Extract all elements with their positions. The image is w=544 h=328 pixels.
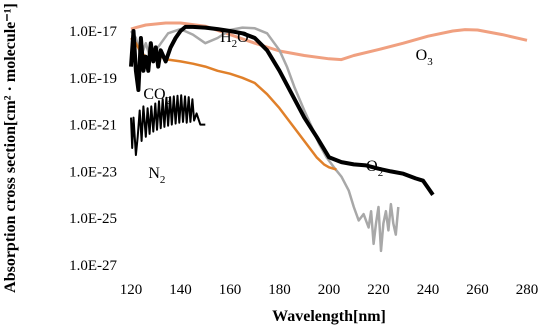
y-tick-label: 1.0E-17 (69, 24, 117, 40)
x-tick-label: 180 (268, 282, 291, 298)
x-tick-label: 220 (367, 282, 390, 298)
series-label-n2: N2 (148, 165, 165, 186)
y-tick-label: 1.0E-27 (69, 258, 117, 274)
x-axis-title: Wavelength[nm] (272, 308, 386, 325)
x-tick-label: 280 (516, 282, 539, 298)
series-label-co2: CO2 (143, 86, 171, 107)
x-tick-labels: 120 140 160 180 200 220 240 260 280 (120, 282, 539, 298)
x-tick-label: 140 (169, 282, 192, 298)
y-tick-label: 1.0E-21 (69, 118, 117, 134)
series-line-o3 (130, 21, 528, 62)
x-tick-label: 120 (120, 282, 143, 298)
x-tick-label: 200 (318, 282, 341, 298)
y-tick-labels: 1.0E-17 1.0E-19 1.0E-21 1.0E-23 1.0E-25 1.0E-… (69, 24, 117, 274)
y-tick-label: 1.0E-23 (69, 164, 117, 180)
series-labels: O3 H2O CO2 O2 N2 (143, 29, 433, 186)
y-axis-title: Absorption cross section[cm² · molecule⁻… (2, 3, 19, 293)
x-tick-label: 240 (417, 282, 440, 298)
x-tick-label: 260 (466, 282, 489, 298)
series-line-o2 (129, 24, 435, 196)
series-label-o3: O3 (416, 47, 434, 68)
series-line-n2 (130, 94, 206, 156)
y-tick-label: 1.0E-19 (69, 71, 117, 87)
y-tick-label: 1.0E-25 (69, 211, 117, 227)
series-label-o2: O2 (366, 158, 383, 179)
series-label-h2o: H2O (220, 29, 249, 50)
series-lines (129, 21, 528, 253)
x-tick-label: 160 (219, 282, 242, 298)
